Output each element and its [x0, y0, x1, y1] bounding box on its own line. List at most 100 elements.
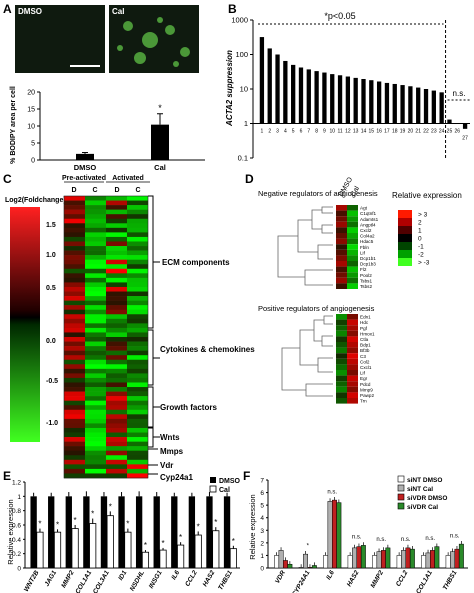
panel-e-legend-swatch-cal [209, 485, 217, 493]
panel-d-heatmap-cell [336, 392, 347, 398]
panel-d-heatmap-cell [347, 255, 358, 261]
panel-b-xtick-label: 14 [361, 129, 367, 135]
panel-c-heatmap-cell [127, 264, 148, 270]
panel-c-col-label-4: C [135, 187, 140, 194]
panel-f-legend-swatch [397, 493, 405, 501]
panel-d-gene-label: Fl2 [360, 267, 367, 272]
panel-c-heatmap-cell [85, 455, 106, 461]
panel-c-heatmap-cell [85, 368, 106, 374]
panel-d-gene-label: Edn1 [360, 315, 371, 320]
panel-e-bar-cal [53, 531, 62, 569]
panel-d-gene-label: Agt [360, 206, 368, 211]
panel-c-heatmap-cell [127, 236, 148, 242]
panel-d-heatmap-cell [336, 386, 347, 393]
panel-c-heatmap-cell [64, 459, 85, 465]
panel-c-heatmap-cell [127, 337, 148, 342]
panel-f-ytick-label: 2 [260, 540, 264, 547]
panel-d-heatmap-cell [336, 261, 347, 267]
panel-d-gene-label: Angptl4 [360, 222, 376, 227]
panel-c-heatmap-cell [85, 355, 106, 361]
panel-d-gene-label: C3 [360, 354, 366, 359]
panel-b-bar [291, 64, 296, 124]
panel-c-col-label-1: D [71, 187, 76, 194]
panel-c-heatmap-cell [106, 341, 127, 347]
panel-c-heatmap-cell [127, 341, 148, 347]
panel-f-legend-label: siNT DMSO [407, 477, 442, 484]
panel-d-legend-swatch [398, 210, 412, 218]
panel-e-ytick-label: 0.4 [12, 537, 21, 544]
panel-b-xtick-label: 24 [439, 129, 445, 135]
panel-a-ytick-label: 5 [31, 141, 35, 148]
panel-c-heatmap-cell [85, 214, 106, 220]
panel-e-bar-cal [106, 515, 114, 569]
panel-c-heatmap-cell [106, 209, 127, 215]
panel-c-heatmap-cell [64, 418, 85, 424]
panel-d-heatmap-cell [347, 325, 358, 331]
panel-c-heatmap-cell [85, 236, 106, 242]
panel-b-bar [298, 67, 304, 124]
panel-d-heatmap-cell [336, 210, 347, 217]
panel-c-heatmap-cell [85, 264, 106, 270]
panel-c-heatmap-cell [64, 250, 85, 256]
panel-d-gene-label: Pdcd [360, 382, 371, 387]
panel-f-significance: n.s. [352, 535, 362, 541]
panel-b-bar [267, 48, 272, 124]
panel-c-heatmap-cell [64, 323, 85, 329]
panel-c-heatmap-cell [106, 327, 127, 333]
panel-c-heatmap-cell [127, 273, 148, 279]
panel-b-xtick-label: 12 [345, 129, 351, 135]
panel-c-heatmap-cell [85, 350, 106, 356]
panel-c-heatmap-cell [106, 264, 127, 270]
panel-c-cat-growth: Growth factors [160, 403, 217, 412]
panel-d-heatmap-cell [347, 314, 358, 320]
panel-c-heatmap-cell [64, 282, 85, 288]
panel-d-gene-label: Trn [360, 399, 367, 404]
panel-a-ytick-label: 15 [27, 107, 35, 114]
panel-a-ytick-label: 20 [27, 90, 35, 97]
panel-c-heatmap-cell [106, 409, 127, 415]
panel-c-heatmap-cell [106, 286, 127, 292]
panel-c-heatmap-cell [127, 432, 148, 438]
panel-c-heatmap-cell [64, 473, 85, 479]
panel-c-heatmap-cell [64, 246, 85, 251]
panel-c-heatmap-cell [127, 423, 148, 429]
panel-b-xtick-label: 11 [337, 129, 342, 135]
panel-c-heatmap-cell [106, 382, 127, 388]
panel-e-xtick-label: COL3A1 [92, 569, 111, 593]
panel-c-heatmap-cell [64, 337, 85, 342]
panel-c-heatmap-cell [64, 432, 85, 438]
panel-e-letter: E [3, 469, 11, 483]
panel-c-heatmap-cell [106, 200, 127, 206]
panel-b-bar [314, 71, 319, 124]
panel-c-heatmap-cell [64, 441, 85, 447]
panel-c-heatmap-cell [64, 387, 85, 392]
panel-d-heatmap-cell [336, 221, 347, 228]
panel-c-heatmap-cell [106, 273, 127, 279]
panel-f-xtick-label: IL6 [325, 569, 336, 581]
panel-c-heatmap-cell [127, 241, 148, 247]
panel-e-bar-dmso [223, 496, 231, 568]
panel-c-heatmap-cell [106, 305, 127, 311]
panel-c-heatmap-cell [85, 327, 106, 333]
panel-a-category-label: Cal [154, 163, 166, 172]
panel-d-legend-label: 0 [418, 236, 422, 243]
panel-c-heatmap-cell [106, 236, 127, 242]
panel-c-heatmap-cell [127, 209, 148, 215]
panel-c-heatmap-cell [64, 341, 85, 347]
panel-b-bar [330, 74, 335, 124]
panel-e-bar-cal [159, 549, 167, 569]
panel-c-heatmap-cell [64, 218, 85, 224]
panel-e-xtick-label: INSG1 [148, 569, 164, 590]
panel-c-heatmap-cell [64, 223, 85, 229]
panel-b-bar [439, 92, 444, 124]
panel-c-heatmap-cell [127, 409, 148, 415]
panel-c-heatmap-cell [127, 205, 148, 210]
panel-c-heatmap-cell [106, 250, 127, 256]
panel-d-legend-swatch [398, 250, 412, 258]
panel-d-heatmap-cell [336, 381, 347, 387]
panel-b-xtick-label: 6 [300, 129, 303, 135]
panel-b-ytick-label: 1 [244, 119, 248, 128]
panel-e-significance: * [214, 518, 217, 527]
panel-f-bar [287, 563, 293, 569]
panel-f-significance: * [307, 543, 310, 549]
